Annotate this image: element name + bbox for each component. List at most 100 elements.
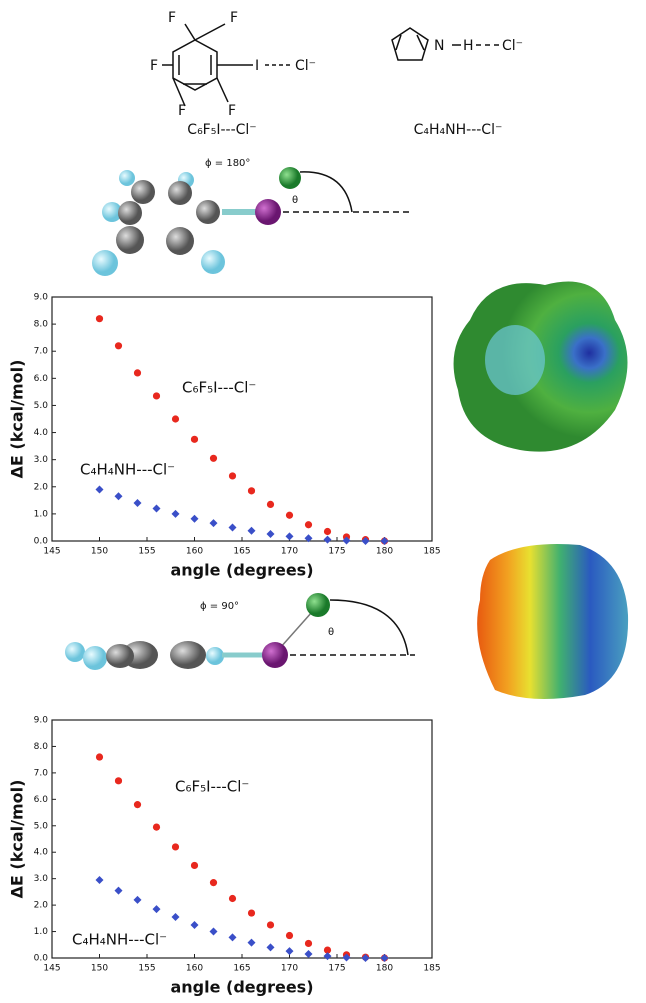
point (153, 392, 160, 399)
point (191, 515, 199, 523)
point (153, 504, 161, 512)
point (381, 537, 389, 545)
point (267, 501, 274, 508)
atom-label: H (463, 38, 474, 54)
y-tick-label: 2.0 (34, 482, 49, 492)
point (267, 921, 274, 928)
y-tick-label: 9.0 (34, 716, 49, 726)
phi-label: ϕ = 180° (205, 158, 250, 169)
y-tick-label: 3.0 (34, 874, 49, 884)
x-tick-label: 175 (328, 964, 345, 974)
x-tick-label: 145 (43, 964, 60, 974)
atom-label: F (230, 10, 238, 26)
x-tick-label: 160 (186, 964, 203, 974)
point (191, 436, 198, 443)
x-tick-label: 155 (138, 964, 155, 974)
point (229, 472, 236, 479)
y-tick-label: 5.0 (34, 821, 49, 831)
atom-label: Cl⁻ (502, 38, 523, 54)
point (210, 455, 217, 462)
point (210, 519, 218, 527)
point (229, 933, 237, 941)
series-annotation: C₄H₄NH---Cl⁻ (72, 931, 167, 949)
x-tick-label: 150 (91, 964, 108, 974)
point (324, 952, 332, 960)
x-tick-label: 165 (233, 547, 250, 557)
structure-1 (162, 24, 292, 106)
point (153, 824, 160, 831)
structure-2 (392, 28, 500, 60)
point (191, 862, 198, 869)
molecule-3d-1 (92, 167, 412, 276)
point (286, 932, 293, 939)
point (134, 499, 142, 507)
point (210, 928, 218, 936)
point (248, 487, 255, 494)
y-tick-label: 8.0 (34, 742, 49, 752)
y-tick-label: 7.0 (34, 347, 49, 357)
point (324, 528, 331, 535)
point (324, 536, 332, 544)
series-annotation: C₆F₅I---Cl⁻ (182, 379, 256, 397)
point (172, 843, 179, 850)
point (153, 905, 161, 913)
point (172, 510, 180, 518)
atom-label: I (255, 58, 259, 74)
y-tick-label: 5.0 (34, 401, 49, 411)
plot-frame (52, 720, 432, 958)
structure-name: C₆F₅I---Cl⁻ (187, 122, 256, 138)
point (115, 777, 122, 784)
x-tick-label: 180 (376, 964, 393, 974)
figure: F F F F F I Cl⁻ C₆F₅I---Cl⁻ N H Cl⁻ C₄H₄… (0, 0, 646, 1003)
plot-frame (52, 297, 432, 541)
point (267, 943, 275, 951)
point (286, 512, 293, 519)
y-tick-label: 0.0 (34, 954, 49, 964)
point (191, 921, 199, 929)
point (286, 947, 294, 955)
point (248, 527, 256, 535)
point (229, 523, 237, 531)
point (134, 896, 142, 904)
x-tick-label: 155 (138, 547, 155, 557)
atom-label: F (150, 58, 158, 74)
y-tick-label: 4.0 (34, 848, 49, 858)
point (381, 954, 389, 962)
y-tick-label: 6.0 (34, 795, 49, 805)
y-tick-label: 8.0 (34, 320, 49, 330)
point (96, 876, 104, 884)
atom-label: Cl⁻ (295, 58, 316, 74)
atom-label: F (168, 10, 176, 26)
point (229, 895, 236, 902)
point (305, 950, 313, 958)
atom-label: F (228, 103, 236, 119)
point (267, 530, 275, 538)
point (172, 415, 179, 422)
molecule-3d-2 (65, 593, 415, 670)
point (115, 342, 122, 349)
x-axis-label: angle (degrees) (170, 561, 313, 580)
x-tick-label: 150 (91, 547, 108, 557)
point (115, 492, 123, 500)
esp-surfaces (454, 282, 629, 699)
y-axis-label: ΔE (kcal/mol) (8, 360, 27, 479)
point (96, 485, 104, 493)
x-tick-label: 165 (233, 964, 250, 974)
structure-name: C₄H₄NH---Cl⁻ (414, 122, 503, 138)
x-tick-label: 170 (281, 547, 298, 557)
atom-label: N (434, 38, 444, 54)
x-axis-label: angle (degrees) (170, 978, 313, 997)
x-tick-label: 185 (423, 964, 440, 974)
y-tick-label: 9.0 (34, 293, 49, 303)
y-tick-label: 0.0 (34, 537, 49, 547)
x-tick-label: 175 (328, 547, 345, 557)
point (286, 532, 294, 540)
y-tick-label: 6.0 (34, 374, 49, 384)
y-tick-label: 7.0 (34, 768, 49, 778)
series-annotation: C₆F₅I---Cl⁻ (175, 778, 249, 796)
y-tick-label: 2.0 (34, 901, 49, 911)
point (210, 879, 217, 886)
y-tick-label: 4.0 (34, 428, 49, 438)
phi-label: ϕ = 90° (200, 601, 239, 612)
point (248, 939, 256, 947)
